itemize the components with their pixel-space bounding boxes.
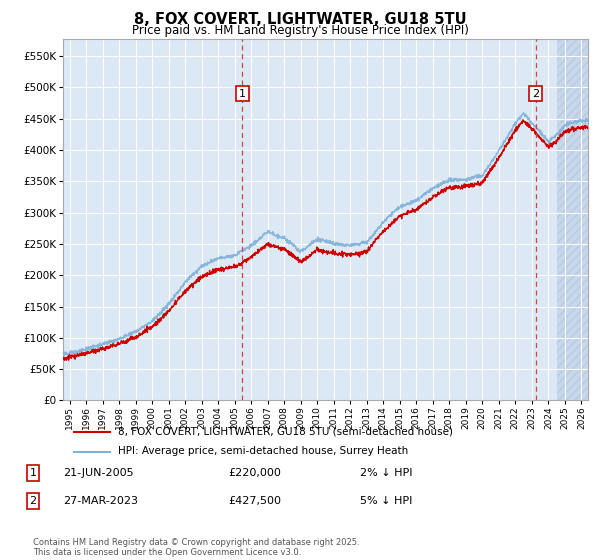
Text: 8, FOX COVERT, LIGHTWATER, GU18 5TU (semi-detached house): 8, FOX COVERT, LIGHTWATER, GU18 5TU (sem… xyxy=(118,427,453,437)
Text: 2: 2 xyxy=(29,496,37,506)
Text: Price paid vs. HM Land Registry's House Price Index (HPI): Price paid vs. HM Land Registry's House … xyxy=(131,24,469,36)
Text: 1: 1 xyxy=(29,468,37,478)
Text: 2: 2 xyxy=(532,88,539,99)
Text: HPI: Average price, semi-detached house, Surrey Heath: HPI: Average price, semi-detached house,… xyxy=(118,446,409,456)
Bar xyxy=(557,39,600,400)
Text: 8, FOX COVERT, LIGHTWATER, GU18 5TU: 8, FOX COVERT, LIGHTWATER, GU18 5TU xyxy=(134,12,466,27)
Text: 27-MAR-2023: 27-MAR-2023 xyxy=(63,496,138,506)
Text: Contains HM Land Registry data © Crown copyright and database right 2025.
This d: Contains HM Land Registry data © Crown c… xyxy=(33,538,359,557)
Text: 5% ↓ HPI: 5% ↓ HPI xyxy=(360,496,412,506)
Text: 1: 1 xyxy=(239,88,246,99)
Text: 21-JUN-2005: 21-JUN-2005 xyxy=(63,468,134,478)
Text: £427,500: £427,500 xyxy=(228,496,281,506)
Text: £220,000: £220,000 xyxy=(228,468,281,478)
Text: 2% ↓ HPI: 2% ↓ HPI xyxy=(360,468,413,478)
Bar xyxy=(557,39,600,400)
